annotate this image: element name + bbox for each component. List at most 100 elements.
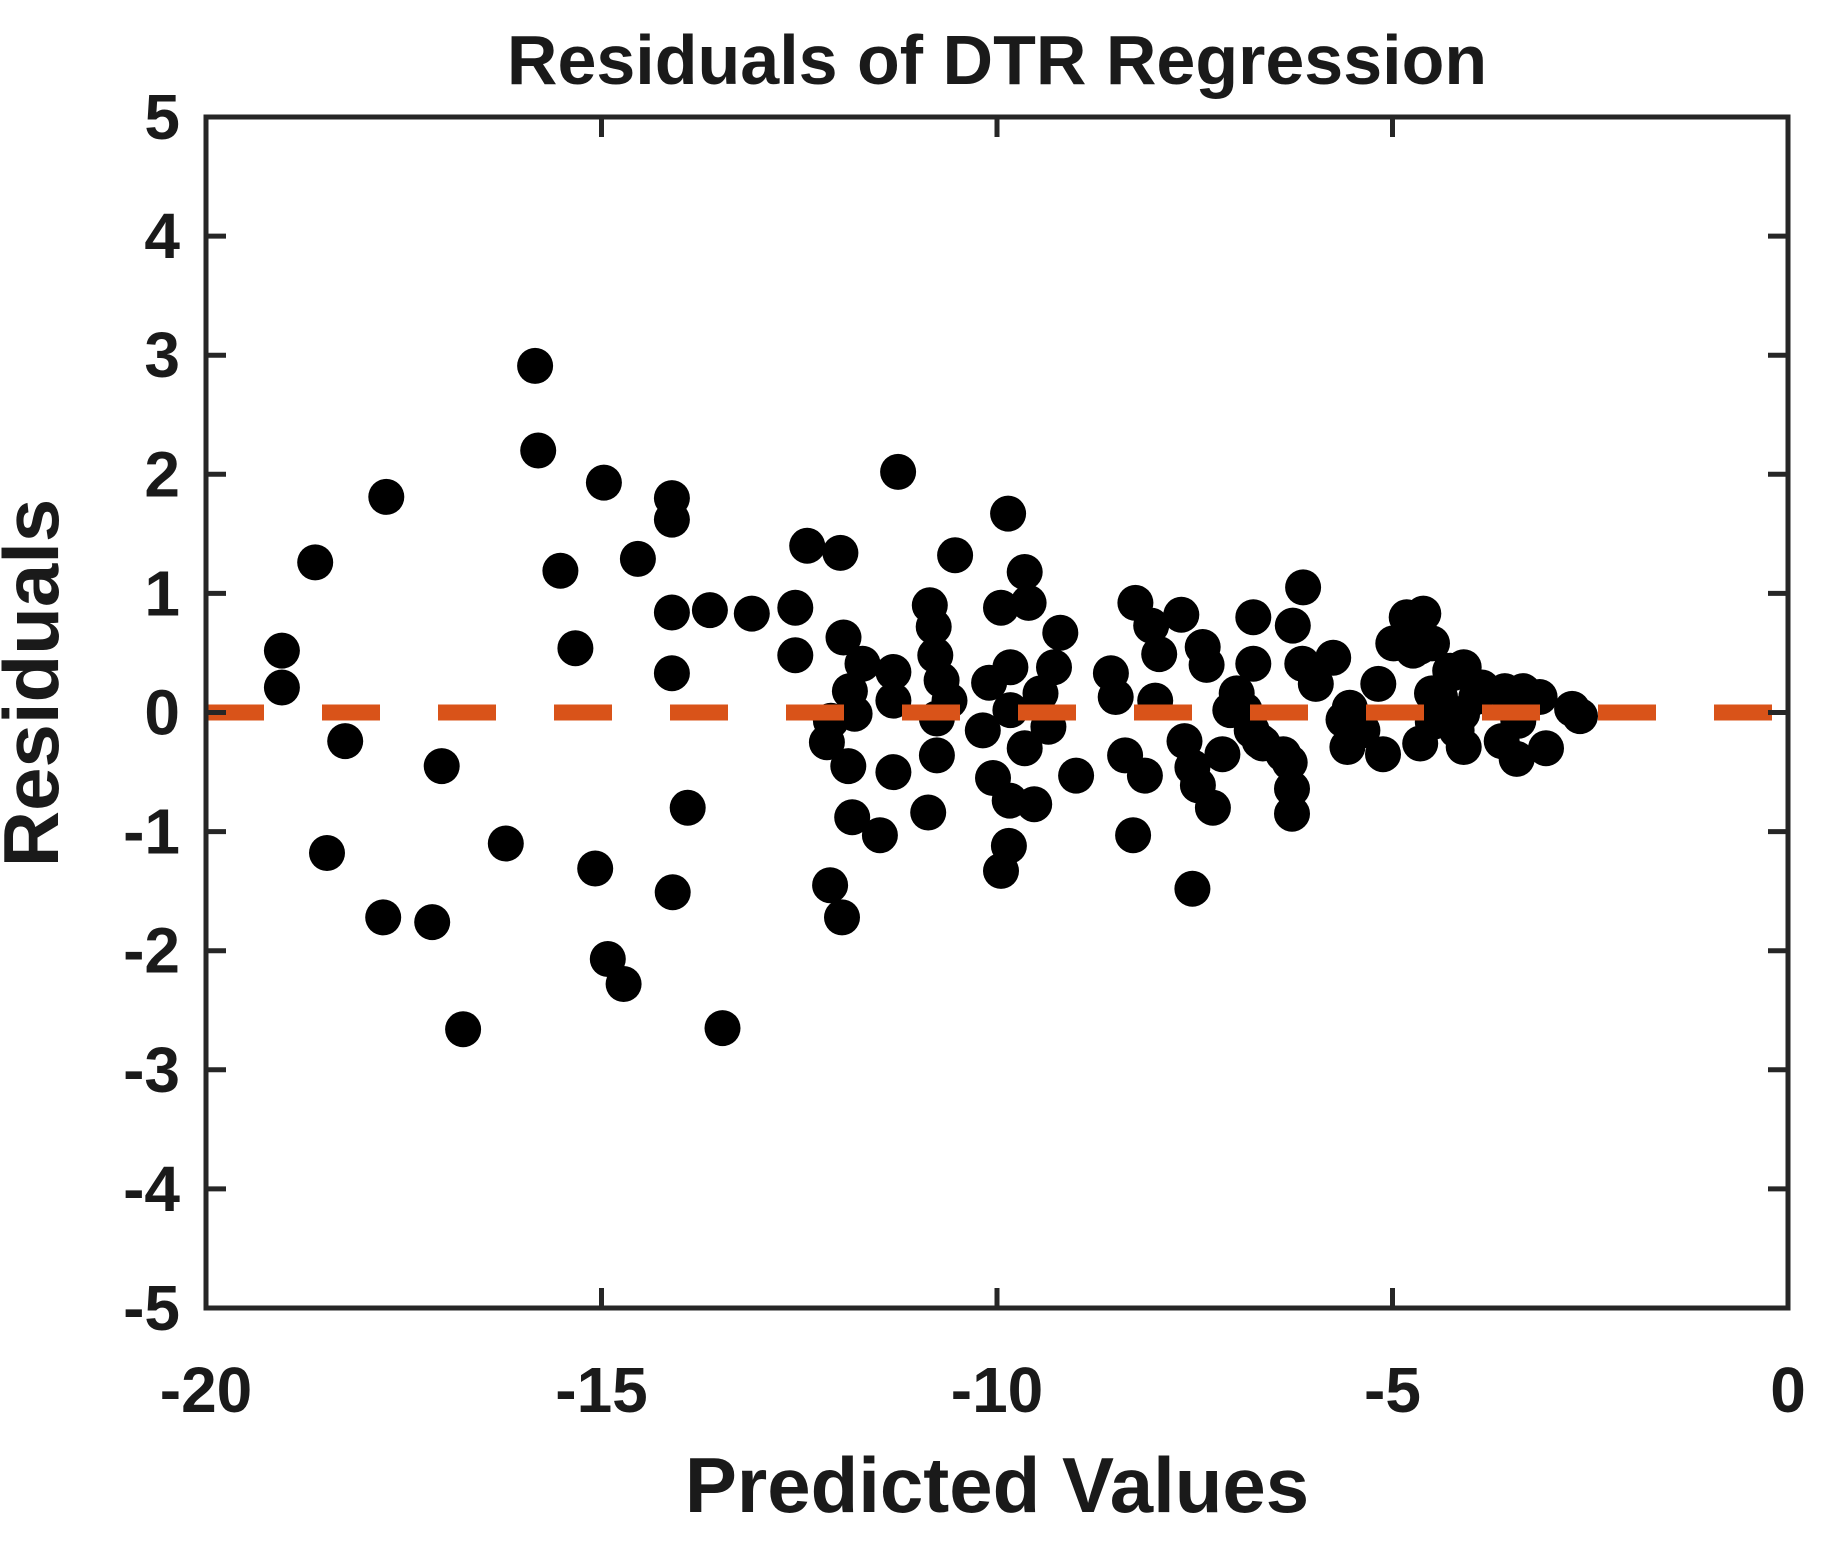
data-point	[918, 737, 955, 774]
data-point	[423, 748, 460, 785]
data-point	[777, 637, 814, 674]
data-point	[1365, 736, 1401, 773]
data-point	[1405, 595, 1442, 632]
x-axis-label: Predicted Values	[685, 1441, 1309, 1529]
data-point	[1401, 629, 1438, 665]
data-point	[1235, 599, 1272, 636]
data-point	[1414, 675, 1450, 712]
data-point	[1360, 665, 1397, 702]
data-point	[733, 595, 770, 632]
y-tick-label: 4	[144, 200, 180, 272]
data-point	[1562, 698, 1598, 735]
data-point	[297, 544, 334, 581]
data-point	[1010, 584, 1047, 621]
data-point	[990, 495, 1027, 532]
data-point	[1528, 730, 1564, 767]
data-point	[619, 540, 656, 577]
data-point	[653, 501, 690, 538]
data-point	[1141, 636, 1178, 673]
y-tick-label: -4	[123, 1153, 180, 1225]
data-point	[1097, 679, 1134, 715]
data-point	[669, 789, 706, 826]
data-point	[1344, 712, 1381, 749]
data-point	[834, 799, 871, 836]
data-point	[875, 754, 912, 791]
data-point	[1006, 554, 1043, 590]
data-point	[691, 592, 728, 629]
y-tick-label: -2	[123, 915, 180, 987]
x-tick-label: -5	[1364, 1354, 1421, 1426]
data-point	[777, 589, 814, 626]
data-point	[875, 654, 912, 690]
data-point	[1163, 596, 1200, 633]
y-tick-label: 5	[144, 81, 180, 153]
data-point	[1036, 649, 1072, 686]
y-tick-labels: -5 -4 -3 -2 -1 0 1 2 3 4 5	[123, 81, 180, 1344]
y-tick-label: 1	[144, 557, 180, 629]
data-point	[517, 347, 554, 384]
data-point	[844, 645, 881, 682]
chart-title: Residuals of DTR Regression	[507, 21, 1487, 99]
data-point	[983, 589, 1019, 626]
x-tick-labels: -20 -15 -10 -5 0	[160, 1354, 1806, 1426]
data-point	[822, 534, 859, 571]
y-tick-label: -3	[123, 1034, 180, 1106]
data-point	[309, 835, 345, 871]
data-point	[1274, 770, 1310, 807]
data-point	[1126, 757, 1163, 794]
data-point	[1297, 665, 1334, 702]
data-point	[1133, 607, 1170, 644]
x-tick-label: -20	[160, 1354, 253, 1426]
data-point	[1285, 569, 1322, 606]
data-point	[1115, 817, 1152, 854]
data-point	[414, 904, 451, 941]
data-point	[1188, 646, 1225, 683]
data-point	[861, 817, 898, 854]
data-point	[520, 432, 557, 469]
data-point	[704, 1010, 741, 1047]
data-point	[1235, 645, 1272, 682]
data-point	[487, 825, 524, 862]
y-tick-label: -5	[123, 1272, 180, 1344]
scatter-points	[263, 347, 1598, 1048]
data-point	[1204, 736, 1241, 773]
data-point	[327, 723, 364, 760]
data-point	[880, 453, 917, 490]
y-tick-label: 2	[144, 438, 180, 510]
data-point	[1271, 744, 1308, 781]
y-tick-label: 3	[144, 319, 180, 391]
data-point	[789, 527, 826, 564]
data-point	[1402, 725, 1439, 762]
data-point	[830, 748, 867, 785]
data-point	[653, 594, 690, 631]
data-point	[557, 630, 594, 667]
data-point	[1274, 607, 1311, 644]
x-tick-label: 0	[1770, 1354, 1806, 1426]
data-point	[445, 1011, 482, 1048]
data-point	[1315, 639, 1352, 676]
data-point	[808, 724, 845, 761]
data-point	[964, 712, 1001, 749]
x-tick-label: -10	[951, 1354, 1044, 1426]
axis-ticks	[203, 114, 1791, 1311]
data-point	[937, 537, 974, 574]
data-point	[365, 899, 402, 936]
data-point	[605, 966, 642, 1002]
data-point	[1438, 712, 1475, 749]
data-point	[368, 478, 405, 515]
data-point	[1016, 786, 1053, 823]
data-point	[1174, 870, 1211, 907]
data-point	[910, 794, 947, 831]
data-point	[1194, 789, 1231, 826]
data-point	[654, 874, 691, 911]
data-point	[1218, 675, 1255, 712]
data-point	[1006, 730, 1043, 767]
data-point	[983, 852, 1019, 889]
data-point	[263, 632, 300, 669]
data-point	[585, 464, 622, 501]
y-tick-label: -1	[123, 796, 180, 868]
data-point	[1166, 723, 1203, 760]
data-point	[653, 655, 690, 692]
